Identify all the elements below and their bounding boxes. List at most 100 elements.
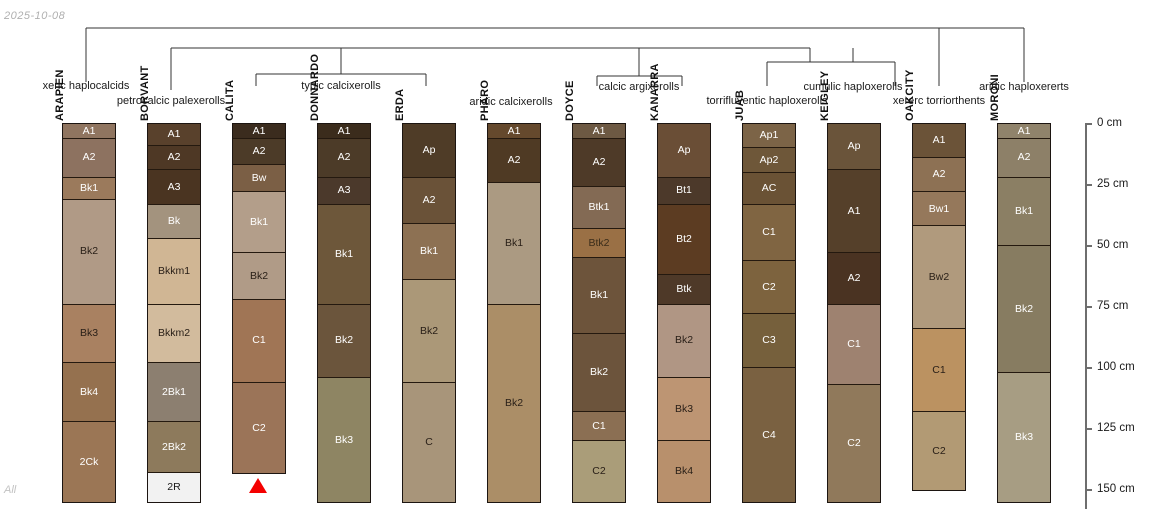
horizon-stack: A1 A2 Bw Bk1 Bk2 C1 C2 bbox=[232, 123, 286, 474]
horizon-layer[interactable]: C2 bbox=[913, 411, 965, 490]
horizon-label: A2 bbox=[847, 272, 861, 285]
horizon-layer[interactable]: Ap2 bbox=[743, 148, 795, 173]
horizon-layer[interactable]: A2 bbox=[233, 138, 285, 166]
horizon-layer[interactable]: Bw2 bbox=[913, 226, 965, 329]
horizon-layer[interactable]: Bk3 bbox=[63, 304, 115, 364]
horizon-layer[interactable]: A3 bbox=[318, 177, 370, 205]
horizon-label: C bbox=[425, 436, 433, 449]
horizon-layer[interactable]: Ap1 bbox=[743, 124, 795, 149]
horizon-layer[interactable]: Btk1 bbox=[573, 187, 625, 229]
dendrogram-label-8: aridic haploxererts bbox=[979, 81, 1069, 93]
horizon-layer[interactable]: Bt1 bbox=[658, 177, 710, 205]
horizon-layer[interactable]: A1 bbox=[488, 124, 540, 139]
horizon-layer[interactable]: Bk1 bbox=[998, 177, 1050, 246]
horizon-layer[interactable]: Bk4 bbox=[63, 363, 115, 422]
horizon-label: A1 bbox=[592, 124, 606, 137]
horizon-layer[interactable]: Bk2 bbox=[998, 246, 1050, 373]
horizon-layer[interactable]: C bbox=[403, 382, 455, 503]
horizon-layer[interactable]: A1 bbox=[828, 170, 880, 254]
horizon-layer[interactable]: A2 bbox=[998, 138, 1050, 178]
horizon-label: Bk3 bbox=[674, 402, 694, 415]
horizon-label: Bt1 bbox=[676, 184, 692, 197]
horizon-layer[interactable]: C2 bbox=[573, 441, 625, 503]
horizon-layer[interactable]: Bk1 bbox=[318, 204, 370, 305]
horizon-layer[interactable]: A2 bbox=[488, 138, 540, 183]
horizon-layer[interactable]: Bw1 bbox=[913, 192, 965, 227]
horizon-label: Btk2 bbox=[588, 236, 610, 249]
horizon-layer[interactable]: C2 bbox=[233, 382, 285, 473]
horizon-layer[interactable]: Ap bbox=[658, 124, 710, 178]
horizon-stack: Ap A2 Bk1 Bk2 C bbox=[402, 123, 456, 504]
horizon-layer[interactable]: C1 bbox=[828, 304, 880, 386]
horizon-layer[interactable]: Bk2 bbox=[658, 304, 710, 378]
horizon-layer[interactable]: A1 bbox=[318, 124, 370, 139]
horizon-layer[interactable]: A1 bbox=[998, 124, 1050, 139]
horizon-layer[interactable]: C2 bbox=[828, 385, 880, 503]
horizon-layer[interactable]: Btk2 bbox=[573, 228, 625, 259]
axis-tick bbox=[1085, 184, 1092, 186]
horizon-layer[interactable]: 2Bk2 bbox=[148, 421, 200, 473]
horizon-layer[interactable]: C1 bbox=[913, 328, 965, 412]
horizon-label: C4 bbox=[762, 428, 776, 441]
horizon-layer[interactable]: Ap bbox=[828, 124, 880, 171]
horizon-layer[interactable]: A1 bbox=[913, 124, 965, 159]
horizon-layer[interactable]: A2 bbox=[403, 177, 455, 225]
horizon-layer[interactable]: Btk bbox=[658, 275, 710, 305]
horizon-label: C1 bbox=[847, 338, 861, 351]
horizon-layer[interactable]: Bk2 bbox=[573, 333, 625, 412]
horizon-layer[interactable]: Bt2 bbox=[658, 204, 710, 276]
profile-name-label: KANARRA bbox=[649, 63, 661, 121]
horizon-label: A2 bbox=[1017, 151, 1031, 164]
horizon-layer[interactable]: A2 bbox=[573, 138, 625, 188]
horizon-layer[interactable]: 2Ck bbox=[63, 421, 115, 503]
horizon-layer[interactable]: A2 bbox=[148, 145, 200, 171]
axis-tick bbox=[1085, 245, 1092, 247]
horizon-layer[interactable]: Bk bbox=[148, 204, 200, 239]
horizon-label: Bt2 bbox=[676, 233, 692, 246]
horizon-layer[interactable]: Bk2 bbox=[318, 304, 370, 378]
horizon-layer[interactable]: A3 bbox=[148, 170, 200, 205]
horizon-layer[interactable]: Bk1 bbox=[573, 258, 625, 334]
horizon-layer[interactable]: Bk1 bbox=[403, 224, 455, 281]
horizon-layer[interactable]: Bk1 bbox=[63, 177, 115, 200]
horizon-layer[interactable]: C3 bbox=[743, 314, 795, 368]
horizon-layer[interactable]: C1 bbox=[573, 411, 625, 442]
dendrogram-label-3: aridic calcixerolls bbox=[469, 96, 553, 108]
horizon-layer[interactable]: Bk3 bbox=[318, 377, 370, 503]
horizon-label: A1 bbox=[507, 124, 521, 137]
horizon-layer[interactable]: A2 bbox=[318, 138, 370, 178]
horizon-layer[interactable]: Ap bbox=[403, 124, 455, 178]
horizon-layer[interactable]: A2 bbox=[913, 158, 965, 193]
horizon-layer[interactable]: Bk3 bbox=[998, 372, 1050, 503]
horizon-layer[interactable]: Bk2 bbox=[403, 280, 455, 383]
horizon-layer[interactable]: Bk2 bbox=[488, 304, 540, 503]
horizon-layer[interactable]: A1 bbox=[573, 124, 625, 139]
horizon-layer[interactable]: C1 bbox=[743, 204, 795, 261]
horizon-layer[interactable]: Bk1 bbox=[233, 192, 285, 254]
horizon-layer[interactable]: A2 bbox=[828, 253, 880, 305]
horizon-layer[interactable]: AC bbox=[743, 172, 795, 205]
horizon-layer[interactable]: Bk4 bbox=[658, 441, 710, 503]
horizon-layer[interactable]: Bk3 bbox=[658, 377, 710, 442]
horizon-layer[interactable]: Bkkm2 bbox=[148, 304, 200, 364]
horizon-layer[interactable]: Bw bbox=[233, 165, 285, 193]
horizon-label: A1 bbox=[82, 124, 96, 137]
horizon-layer[interactable]: A1 bbox=[233, 124, 285, 139]
horizon-layer[interactable]: 2R bbox=[148, 472, 200, 503]
profile-name-label: BORVANT bbox=[139, 65, 151, 121]
horizon-layer[interactable]: A2 bbox=[63, 138, 115, 178]
horizon-layer[interactable]: Bk2 bbox=[63, 199, 115, 305]
horizon-layer[interactable]: Bkkm1 bbox=[148, 238, 200, 305]
horizon-stack: A1 A2 Btk1 Btk2 Bk1 Bk2 C1 C2 bbox=[572, 123, 626, 504]
horizon-layer[interactable]: A1 bbox=[63, 124, 115, 139]
horizon-layer[interactable]: A1 bbox=[148, 124, 200, 146]
horizon-layer[interactable]: 2Bk1 bbox=[148, 363, 200, 422]
axis-tick bbox=[1085, 367, 1092, 369]
dendrogram-label-7: xererc torriorthents bbox=[892, 95, 986, 107]
horizon-layer[interactable]: C2 bbox=[743, 260, 795, 315]
horizon-layer[interactable]: Bk1 bbox=[488, 182, 540, 305]
horizon-layer[interactable]: Bk2 bbox=[233, 253, 285, 300]
horizon-layer[interactable]: C1 bbox=[233, 299, 285, 383]
horizon-layer[interactable]: C4 bbox=[743, 368, 795, 503]
